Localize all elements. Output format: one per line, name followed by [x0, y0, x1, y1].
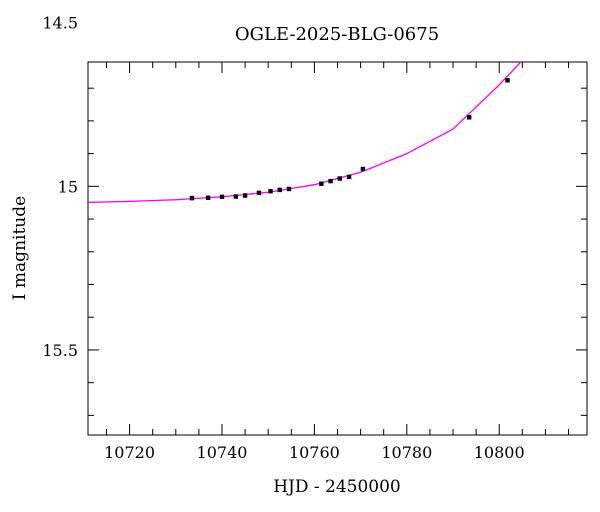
x-tick-label: 10800: [474, 443, 525, 462]
x-tick-label: 10720: [104, 443, 155, 462]
data-point: [286, 186, 292, 192]
data-point: [533, 35, 537, 40]
data-point: [538, 32, 542, 37]
data-marker: [360, 166, 366, 172]
data-marker: [337, 176, 343, 181]
model-curve-layer: [88, 62, 522, 204]
data-point: [505, 78, 510, 83]
y-tick-label: 15: [58, 177, 78, 196]
data-marker: [286, 186, 292, 192]
data-marker: [277, 187, 282, 193]
data-point: [328, 178, 333, 184]
y-axis-title: I magnitude: [10, 196, 30, 300]
data-marker: [538, 32, 542, 36]
x-axis-ticks: 10720 10740 10760 10780 10800: [104, 62, 570, 462]
data-marker: [256, 190, 262, 196]
data-marker: [466, 115, 472, 120]
x-tick-label: 10760: [289, 443, 340, 462]
data-point: [346, 174, 352, 180]
y-tick-label: 15.5: [42, 341, 78, 360]
chart-title: OGLE-2025-BLG-0675: [235, 24, 439, 45]
data-marker: [346, 174, 352, 180]
data-point: [277, 187, 282, 193]
data-point: [268, 189, 273, 194]
plot-frame: [87, 61, 588, 436]
data-marker: [505, 78, 510, 83]
data-point: [189, 195, 195, 201]
data-marker: [219, 194, 225, 200]
data-point: [466, 115, 472, 120]
data-point: [205, 195, 211, 201]
data-marker: [233, 194, 239, 199]
x-tick-label: 10740: [197, 443, 248, 462]
data-point: [337, 176, 343, 181]
y-axis-ticks: 14.5 15 15.5: [42, 14, 587, 416]
data-point: [219, 194, 225, 200]
y-tick-label: 14.5: [42, 14, 78, 33]
data-marker: [319, 181, 324, 186]
data-marker: [205, 195, 211, 200]
data-point: [319, 181, 324, 187]
data-point: [242, 193, 248, 198]
data-point: [256, 190, 262, 196]
model-curve: [88, 62, 522, 204]
data-point: [360, 166, 366, 172]
data-point: [233, 194, 239, 199]
data-marker: [533, 36, 537, 40]
data-marker: [189, 195, 195, 201]
x-tick-label: 10780: [381, 443, 432, 462]
data-marker: [268, 189, 273, 194]
data-marker: [328, 178, 333, 184]
x-axis-title: HJD - 2450000: [273, 477, 401, 497]
data-marker: [242, 193, 248, 198]
data-points-layer: [189, 32, 542, 201]
